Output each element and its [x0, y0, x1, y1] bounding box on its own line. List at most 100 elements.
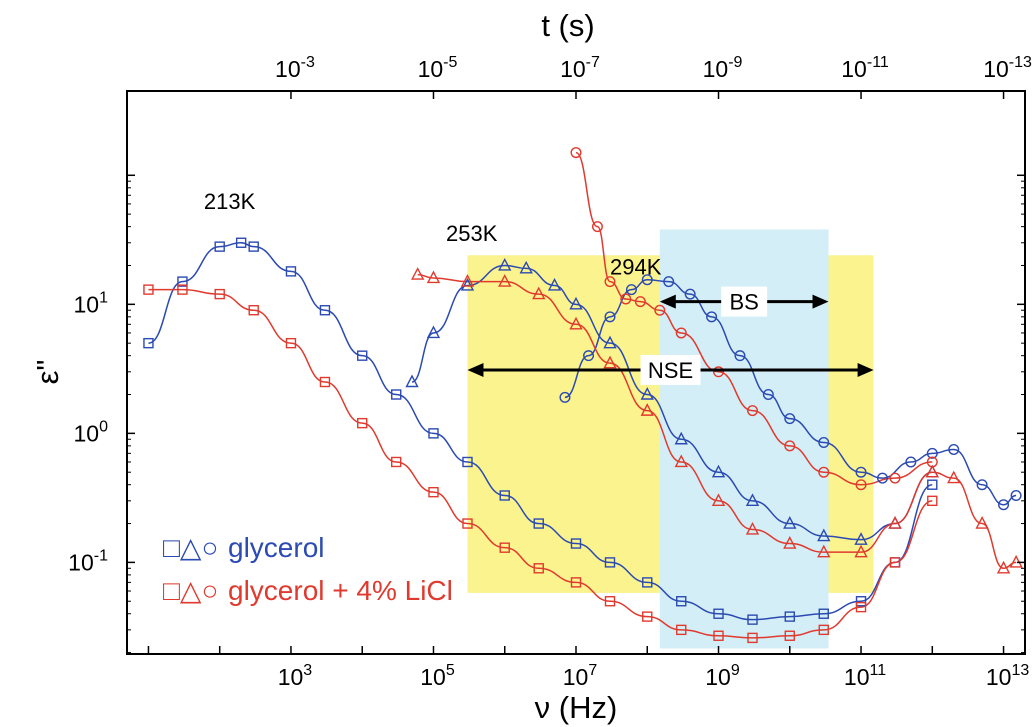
data-point-triangle	[519, 260, 533, 274]
top-tick-label: 10-3	[275, 54, 315, 82]
data-point-square	[818, 608, 829, 619]
data-point-triangle	[711, 464, 726, 478]
data-point-circle	[713, 366, 725, 378]
data-point-triangle	[498, 257, 512, 271]
data-point-circle	[734, 350, 746, 362]
data-point-circle	[620, 293, 632, 305]
data-point-square	[214, 241, 225, 252]
top-tick-label: 10-7	[560, 54, 600, 82]
data-point-square	[143, 284, 154, 295]
data-point-square	[889, 557, 901, 568]
data-point-square	[391, 389, 402, 400]
data-point-square	[784, 611, 795, 622]
data-point-circle	[818, 466, 830, 478]
data-point-circle	[818, 436, 830, 448]
data-point-triangle	[426, 270, 441, 284]
y-axis-title: ε"	[30, 360, 65, 385]
data-point-circle	[706, 311, 718, 323]
data-point-circle	[570, 147, 582, 159]
x-tick-label: 105	[420, 662, 455, 690]
arrow-head-right-bs	[812, 294, 829, 309]
data-point-circle	[1010, 489, 1022, 501]
x-axis-title: ν (Hz)	[535, 690, 618, 725]
data-point-circle	[784, 440, 796, 452]
data-point-square	[747, 632, 758, 644]
data-point-circle	[784, 413, 796, 425]
arrow-label-nse: NSE	[648, 358, 693, 383]
top-tick-label: 10-13	[983, 54, 1032, 82]
top-tick-label: 10-11	[841, 54, 889, 82]
y-tick-label: 100	[74, 418, 109, 446]
data-point-triangle	[405, 374, 419, 388]
arrow-head-left-nse	[467, 362, 484, 377]
data-point-square	[642, 611, 653, 622]
arrow-label-box-bs	[721, 286, 768, 317]
data-point-triangle	[569, 296, 583, 310]
legend-symbols-licl: □△○	[163, 575, 218, 606]
data-point-square	[855, 601, 867, 613]
data-point-square	[428, 486, 439, 498]
data-point-square	[357, 350, 368, 361]
legend-label-glycerol: glycerol	[228, 532, 324, 563]
data-point-square	[319, 305, 331, 316]
arrow-head-left-bs	[659, 294, 676, 309]
data-point-square	[676, 596, 687, 607]
data-point-circle	[747, 405, 759, 417]
data-point-square	[855, 596, 867, 607]
data-point-triangle	[925, 464, 939, 478]
y-tick-label: 10-1	[68, 547, 108, 575]
data-point-circle	[604, 311, 616, 323]
data-point-square	[747, 614, 758, 625]
data-point-triangle	[498, 274, 512, 287]
data-point-square	[499, 490, 510, 501]
data-point-triangle	[947, 470, 961, 484]
data-point-triangle	[975, 516, 989, 529]
range-arrows: NSE BS	[467, 286, 874, 385]
tick-labels: 103 105 107 109 1011 1013 10-3 10-5 10-7 10-9 10-1…	[68, 54, 1032, 690]
data-point-circle	[675, 327, 687, 339]
data-point-triangle	[460, 277, 475, 291]
data-point-square	[462, 518, 473, 529]
top-tick-label: 10-5	[418, 54, 458, 82]
data-point-triangle	[854, 532, 868, 545]
data-point-circle	[641, 274, 653, 286]
data-point-square	[143, 337, 154, 349]
fit-curve-3	[148, 288, 933, 639]
data-point-circle	[926, 447, 938, 459]
x-tick-label: 109	[705, 662, 740, 690]
data-point-circle	[855, 466, 867, 478]
fit-curve-1	[411, 264, 933, 541]
data-point-square	[462, 456, 473, 468]
data-point-square	[570, 577, 582, 588]
x-tick-label: 1013	[986, 662, 1029, 690]
data-point-triangle	[411, 267, 425, 280]
data-point-circle	[762, 389, 774, 401]
data-point-square	[604, 557, 616, 568]
legend-symbols-glycerol: □△○	[163, 532, 218, 563]
data-point-circle	[663, 276, 675, 288]
data-point-circle	[889, 472, 901, 484]
data-points	[143, 147, 1023, 644]
data-point-square	[784, 630, 795, 641]
data-point-square	[285, 266, 297, 277]
data-point-circle	[876, 472, 888, 484]
data-point-triangle	[603, 335, 617, 349]
data-point-triangle	[547, 277, 562, 291]
data-point-square	[499, 542, 510, 553]
legend: □△○ glycerol □△○ glycerol + 4% LiCl	[163, 532, 453, 606]
data-point-square	[927, 495, 938, 507]
data-point-square	[570, 538, 582, 549]
data-point-square	[319, 376, 331, 388]
data-point-triangle	[640, 403, 654, 416]
arrow-head-right-nse	[857, 362, 874, 377]
data-point-triangle	[996, 560, 1011, 574]
data-point-square	[713, 630, 724, 641]
data-point-triangle	[532, 286, 546, 300]
measurement-range-regions	[467, 229, 874, 649]
data-point-square	[713, 608, 724, 619]
x-tick-label: 103	[278, 662, 313, 690]
data-point-square	[214, 288, 225, 300]
fit-curve-4	[417, 273, 1017, 570]
data-point-circle	[855, 479, 867, 491]
data-point-triangle	[745, 493, 760, 507]
